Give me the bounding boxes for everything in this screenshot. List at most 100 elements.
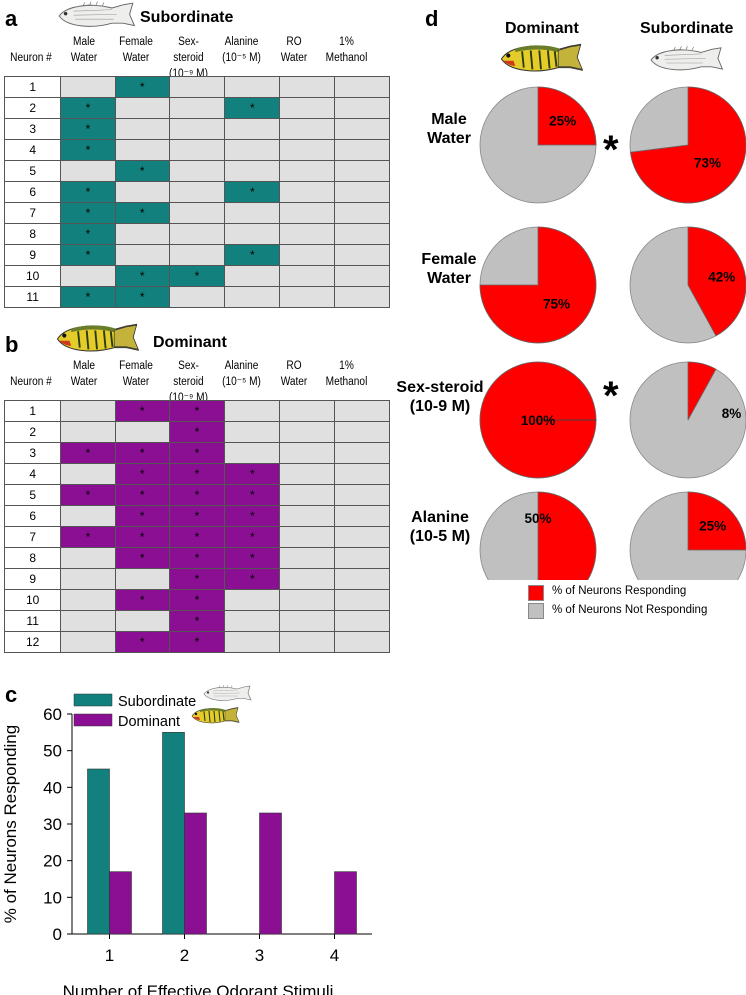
response-cell-active: *	[60, 118, 116, 140]
response-cell	[333, 589, 391, 611]
column-header: Alanine (10⁻⁵ M)	[222, 36, 261, 64]
response-cell-active: *	[168, 526, 226, 548]
response-cell	[279, 610, 335, 632]
table-row: 4 * * *	[3, 463, 391, 485]
response-cell	[333, 568, 391, 590]
neuron-number: 3	[3, 118, 62, 140]
dominant-fish-icon	[192, 708, 239, 723]
response-cell	[333, 244, 391, 266]
neuron-number: 12	[3, 631, 62, 653]
pie-col-title-dominant: Dominant	[505, 20, 579, 37]
response-cell	[279, 265, 335, 287]
pie-slice-responding	[687, 361, 717, 421]
response-cell-active: *	[60, 244, 116, 266]
column-header: Female Water	[119, 360, 153, 388]
panel-a-response-table: 1 * 2 * * 3 * 4 * 5 * 6 * * 7 * * 8 * 9 * * 10 * * 11 * *	[3, 76, 391, 308]
table-row: 5 * * * *	[3, 484, 391, 506]
pie-dominant-1: 25%	[479, 86, 597, 204]
legend-swatch-responding	[528, 585, 544, 601]
bar-subordinate	[87, 768, 110, 935]
response-cell	[60, 76, 116, 98]
response-cell-active: *	[168, 610, 226, 632]
y-tick-label: 40	[43, 778, 62, 797]
table-row: 1 * *	[3, 400, 391, 422]
response-cell	[279, 484, 335, 506]
pie-percent-label: 8%	[722, 406, 742, 421]
neuron-number: 2	[3, 421, 62, 443]
response-cell-active: *	[168, 631, 226, 653]
pie-percent-label: 75%	[543, 296, 570, 311]
dominant-fish-image	[54, 322, 140, 356]
table-row: 8 * * *	[3, 547, 391, 569]
response-cell	[168, 139, 226, 161]
pie-col-title-subordinate: Subordinate	[640, 20, 734, 37]
response-cell	[333, 631, 391, 653]
neuron-number: 11	[3, 610, 62, 632]
response-cell-active: *	[224, 547, 281, 569]
response-cell	[224, 631, 281, 653]
table-row: 6 * * *	[3, 505, 391, 527]
column-header: RO Water	[280, 360, 308, 388]
bar-dominant	[259, 812, 282, 935]
response-cell	[333, 202, 391, 224]
neuron-number: 6	[3, 505, 62, 527]
x-tick-label: 1	[105, 946, 114, 965]
response-cell-active: *	[60, 223, 116, 245]
bar-dominant	[334, 871, 357, 935]
x-tick-label: 3	[255, 946, 264, 965]
column-header: Neuron #	[10, 376, 52, 388]
response-cell	[333, 223, 391, 245]
column-header: Sex-steroid (10⁻⁹ M)	[169, 36, 208, 80]
response-cell	[333, 265, 391, 287]
pie-subordinate-3: 8%	[629, 361, 746, 479]
table-row: 2 *	[3, 421, 391, 443]
response-cell-active: *	[168, 547, 226, 569]
panel-d-label: d	[425, 6, 439, 31]
response-cell	[224, 139, 281, 161]
response-cell	[168, 76, 226, 98]
column-header: Male Water	[70, 36, 98, 64]
response-cell	[279, 505, 335, 527]
panel-a-label: a	[5, 6, 18, 31]
response-cell	[279, 139, 335, 161]
significance-asterisk-male-water: *	[603, 128, 619, 172]
response-cell-active: *	[224, 568, 281, 590]
response-cell	[224, 286, 281, 308]
response-cell-active: *	[114, 526, 170, 548]
y-tick-label: 50	[43, 742, 62, 761]
response-cell	[333, 97, 391, 119]
pie-row-label-male-water: Male Water	[427, 111, 471, 147]
response-cell	[60, 568, 116, 590]
response-cell	[279, 286, 335, 308]
y-tick-label: 10	[43, 888, 62, 907]
response-cell	[114, 139, 170, 161]
column-header: Female Water	[119, 36, 153, 64]
response-cell-active: *	[168, 505, 226, 527]
response-cell	[168, 286, 226, 308]
response-cell	[333, 505, 391, 527]
pie-slice-responding	[687, 226, 746, 337]
panel-c-bar-chart: 0 10 20 30 40 50 60 1 2 3 4 % of Neurons Responding…	[1, 680, 372, 995]
response-cell	[224, 202, 281, 224]
response-cell	[279, 547, 335, 569]
pie-percent-label: 25%	[549, 113, 576, 128]
pie-dominant-4: 50%	[479, 491, 597, 580]
response-cell	[168, 97, 226, 119]
response-cell-active: *	[114, 631, 170, 653]
neuron-number: 4	[3, 463, 62, 485]
response-cell-active: *	[114, 265, 170, 287]
response-cell	[333, 421, 391, 443]
response-cell	[279, 589, 335, 611]
response-cell	[279, 160, 335, 182]
response-cell	[333, 547, 391, 569]
pie-percent-label: 42%	[708, 269, 735, 284]
table-row: 4 *	[3, 139, 391, 161]
column-header: Neuron #	[10, 52, 52, 64]
pie-percent-label: 100%	[521, 413, 556, 428]
response-cell-active: *	[168, 568, 226, 590]
table-row: 10 * *	[3, 265, 391, 287]
response-cell-active: *	[114, 505, 170, 527]
pie-row-label-female-water: Female Water	[421, 251, 477, 287]
significance-asterisk-sex-steroid: *	[603, 374, 619, 418]
response-cell-active: *	[224, 463, 281, 485]
